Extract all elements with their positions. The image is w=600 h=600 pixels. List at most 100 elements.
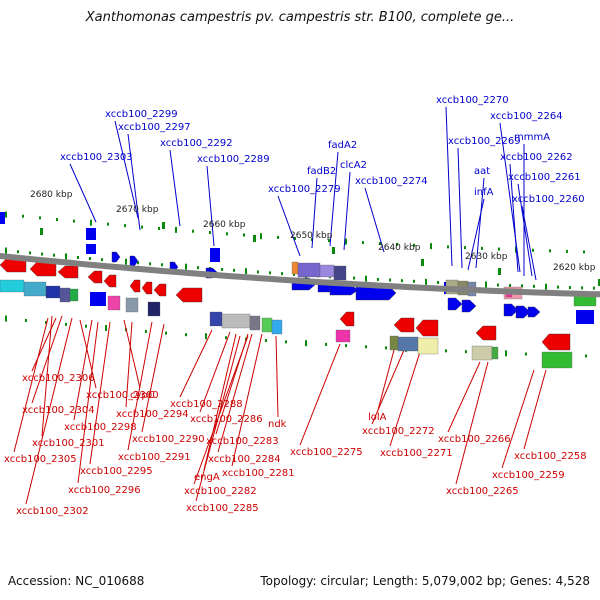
gene-feature-box	[333, 265, 347, 281]
tick-mark-lower	[145, 329, 147, 333]
gene-label: xccb100_2262	[500, 152, 573, 163]
gene-connector-line	[371, 349, 405, 425]
gene-feature-box	[335, 329, 351, 343]
tick-mark-upper	[22, 214, 24, 218]
gene-connector-line	[277, 195, 301, 257]
map-title: Xanthomonas campestris pv. campestris st…	[85, 10, 515, 25]
tick-mark-lower	[45, 320, 47, 324]
tick-mark-upper	[379, 242, 381, 246]
tick-mark-inner	[29, 251, 31, 255]
forward-gene-block	[86, 228, 96, 240]
tick-mark-inner	[185, 263, 187, 270]
tick-mark-upper	[498, 247, 500, 251]
gene-label: xccb100_2299	[105, 109, 178, 120]
tick-mark-lower	[85, 324, 87, 328]
gene-label: aat	[474, 166, 490, 177]
tick-mark-inner	[437, 280, 439, 284]
tick-mark-lower	[585, 354, 587, 358]
tick-mark-upper	[294, 236, 296, 240]
gene-feature-box	[249, 315, 261, 331]
gene-label: xccb100_2261	[508, 172, 581, 183]
gene-feature-box	[291, 261, 299, 275]
gene-label: xccb100_2300	[86, 390, 159, 401]
reverse-gene-arrow	[103, 274, 117, 288]
gene-connector-line	[31, 315, 63, 404]
gene-label: xccb100_2294	[116, 409, 189, 420]
gene-feature-box	[23, 281, 47, 297]
tick-mark-inner	[425, 278, 427, 285]
gene-connector-line	[467, 198, 485, 271]
gene-label: xccb100_2297	[118, 122, 191, 133]
gene-label: fadB2	[307, 166, 336, 177]
tick-mark-inner	[533, 284, 535, 288]
kbp-label: 2630 kbp	[465, 252, 508, 262]
gene-label: xccb100_2301	[32, 438, 105, 449]
gene-connector-line	[123, 319, 141, 389]
tick-mark-lower	[185, 333, 187, 337]
tick-mark-upper	[430, 243, 432, 250]
gene-label: xccb100_2285	[186, 503, 259, 514]
tick-mark-upper	[481, 246, 483, 250]
gene-connector-line	[127, 133, 141, 231]
tick-mark-inner	[557, 285, 559, 289]
gene-label: xccb100_2269	[448, 136, 521, 147]
gene-connector-line	[25, 317, 73, 505]
gene-connector-line	[455, 361, 489, 485]
gene-label: ndk	[268, 419, 287, 430]
tick-mark-upper	[243, 233, 245, 237]
tick-mark-upper	[226, 232, 228, 236]
forward-gene-block	[210, 248, 220, 262]
gene-connector-line	[195, 335, 241, 502]
gene-connector-line	[125, 321, 133, 408]
reverse-gene-arrow	[153, 283, 167, 297]
tick-mark-inner	[545, 283, 547, 290]
gene-label: engA	[194, 472, 220, 483]
gene-label: xccb100_2298	[64, 422, 137, 433]
gene-label: xccb100_2271	[380, 448, 453, 459]
gene-connector-line	[127, 321, 153, 451]
tick-mark-major	[162, 222, 165, 229]
reverse-gene-arrow	[57, 265, 79, 279]
tick-mark-upper	[447, 245, 449, 249]
tick-mark-upper	[124, 224, 126, 228]
tick-mark-upper	[260, 233, 262, 240]
tick-mark-upper	[464, 246, 466, 250]
tick-mark-inner	[509, 283, 511, 287]
reverse-gene-arrow	[393, 317, 415, 333]
tick-mark-inner	[581, 286, 583, 290]
tick-mark-lower	[5, 315, 7, 322]
tick-mark-inner	[401, 279, 403, 283]
tick-mark-inner	[5, 247, 7, 254]
gene-connector-line	[311, 177, 318, 249]
tick-mark-lower	[285, 340, 287, 344]
tick-mark-major	[253, 235, 256, 242]
tick-mark-inner	[485, 281, 487, 288]
tick-mark-inner	[221, 267, 223, 271]
kbp-label: 2640 kbp	[378, 243, 421, 253]
reverse-gene-arrow	[475, 325, 497, 341]
forward-gene-block	[576, 310, 594, 324]
tick-mark-major	[498, 268, 501, 275]
gene-label: xccb100_2270	[436, 95, 509, 106]
tick-mark-inner	[41, 252, 43, 256]
gene-feature-box	[271, 319, 283, 335]
gene-feature-box	[261, 317, 273, 333]
reverse-gene-arrow	[339, 311, 355, 327]
gene-feature-box	[209, 311, 223, 327]
backbone-curve	[0, 252, 600, 298]
reverse-gene-arrow	[87, 270, 103, 284]
tick-mark-upper	[192, 229, 194, 233]
gene-connector-line	[179, 329, 213, 398]
gene-connector-line	[193, 335, 249, 485]
reverse-gene-arrow	[415, 319, 439, 337]
reverse-gene-arrow	[175, 287, 203, 303]
tick-mark-upper	[175, 226, 177, 233]
gene-feature-box	[471, 345, 493, 361]
gene-connector-line	[114, 120, 139, 219]
gene-connector-line	[231, 333, 263, 467]
gene-label: xccb100_2306	[22, 373, 95, 384]
gene-label: xccb100_2284	[208, 454, 281, 465]
tick-mark-upper	[90, 219, 92, 226]
gene-connector-line	[475, 177, 485, 269]
tick-mark-upper	[345, 238, 347, 245]
